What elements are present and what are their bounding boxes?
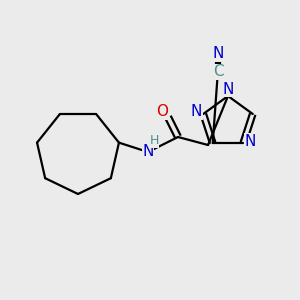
Text: N: N xyxy=(244,134,256,148)
Text: N: N xyxy=(222,82,234,97)
Text: N: N xyxy=(190,104,202,119)
Text: N: N xyxy=(142,145,154,160)
Text: C: C xyxy=(213,64,223,80)
Text: H: H xyxy=(149,134,159,148)
Text: O: O xyxy=(156,104,168,119)
Text: N: N xyxy=(212,46,224,62)
